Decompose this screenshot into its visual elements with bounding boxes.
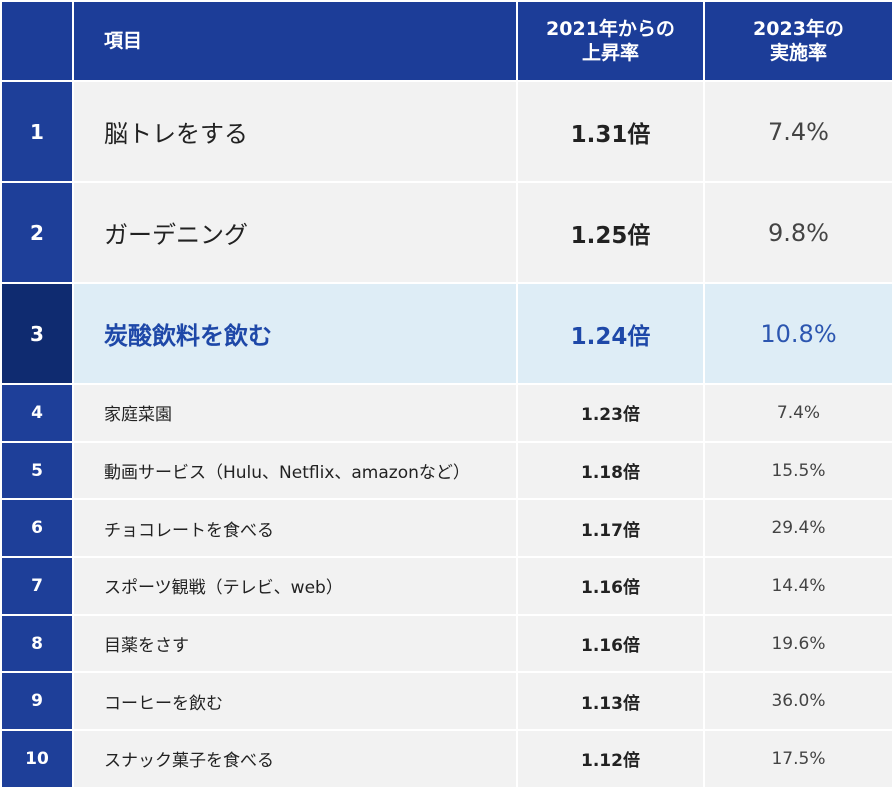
item-cell: 家庭菜園 [72,383,518,443]
rate-cell: 1.23倍 [516,383,705,443]
rank-cell: 5 [0,440,74,501]
header-text: 実施率 [769,42,827,64]
header-row: 項目 2021年からの 上昇率 2023年の 実施率 [0,0,892,82]
table-row: 2 ガーデニング 1.25倍 9.8% [0,181,892,284]
percent-cell: 7.4% [703,383,892,443]
column-header: 2023年の 実施率 [703,0,892,82]
rate-cell: 1.16倍 [516,613,705,674]
column-header: 2021年からの 上昇率 [516,0,705,82]
rank-cell: 3 [0,282,74,385]
rate-cell: 1.25倍 [516,181,705,284]
item-cell: スナック菓子を食べる [72,729,518,787]
rate-cell: 1.31倍 [516,80,705,183]
percent-cell: 9.8% [703,181,892,284]
rank-cell: 4 [0,383,74,443]
item-cell: チョコレートを食べる [72,498,518,559]
item-cell: ガーデニング [72,181,518,284]
percent-cell: 14.4% [703,556,892,616]
percent-cell: 15.5% [703,440,892,501]
percent-cell: 7.4% [703,80,892,183]
percent-cell: 19.6% [703,613,892,674]
percent-cell: 29.4% [703,498,892,559]
rank-cell: 7 [0,556,74,616]
percent-cell: 36.0% [703,671,892,732]
table-row: 9 コーヒーを飲む 1.13倍 36.0% [0,671,892,732]
rate-cell: 1.12倍 [516,729,705,787]
item-cell: 炭酸飲料を飲む [72,282,518,385]
header-text: 上昇率 [581,42,639,64]
item-cell: コーヒーを飲む [72,671,518,732]
table-row: 7 スポーツ観戦（テレビ、web） 1.16倍 14.4% [0,556,892,616]
item-cell: 脳トレをする [72,80,518,183]
item-cell: 動画サービス（Hulu、Netflix、amazonなど） [72,440,518,501]
table-row: 10 スナック菓子を食べる 1.12倍 17.5% [0,729,892,787]
table-row: 8 目薬をさす 1.16倍 19.6% [0,613,892,674]
rate-cell: 1.13倍 [516,671,705,732]
column-header: 項目 [72,0,518,82]
rate-cell: 1.17倍 [516,498,705,559]
table-row: 3 炭酸飲料を飲む 1.24倍 10.8% [0,282,892,385]
rank-cell: 6 [0,498,74,559]
rank-cell: 8 [0,613,74,674]
rate-cell: 1.18倍 [516,440,705,501]
table-row: 1 脳トレをする 1.31倍 7.4% [0,80,892,183]
header-text: 2021年からの [546,18,675,40]
corner [0,0,74,82]
header-text: 項目 [104,30,143,52]
item-cell: 目薬をさす [72,613,518,674]
item-cell: スポーツ観戦（テレビ、web） [72,556,518,616]
table-body: 1 脳トレをする 1.31倍 7.4% 2 ガーデニング 1.25倍 9.8% 3 炭酸飲料を飲む… [0,80,892,787]
rate-cell: 1.24倍 [516,282,705,385]
table-row: 4 家庭菜園 1.23倍 7.4% [0,383,892,443]
rank-cell: 10 [0,729,74,787]
rate-cell: 1.16倍 [516,556,705,616]
rank-cell: 2 [0,181,74,284]
percent-cell: 17.5% [703,729,892,787]
rank-cell: 1 [0,80,74,183]
header-text: 2023年の [753,18,844,40]
table-row: 5 動画サービス（Hulu、Netflix、amazonなど） 1.18倍 15.5% [0,440,892,501]
table-row: 6 チョコレートを食べる 1.17倍 29.4% [0,498,892,559]
percent-cell: 10.8% [703,282,892,385]
rank-cell: 9 [0,671,74,732]
